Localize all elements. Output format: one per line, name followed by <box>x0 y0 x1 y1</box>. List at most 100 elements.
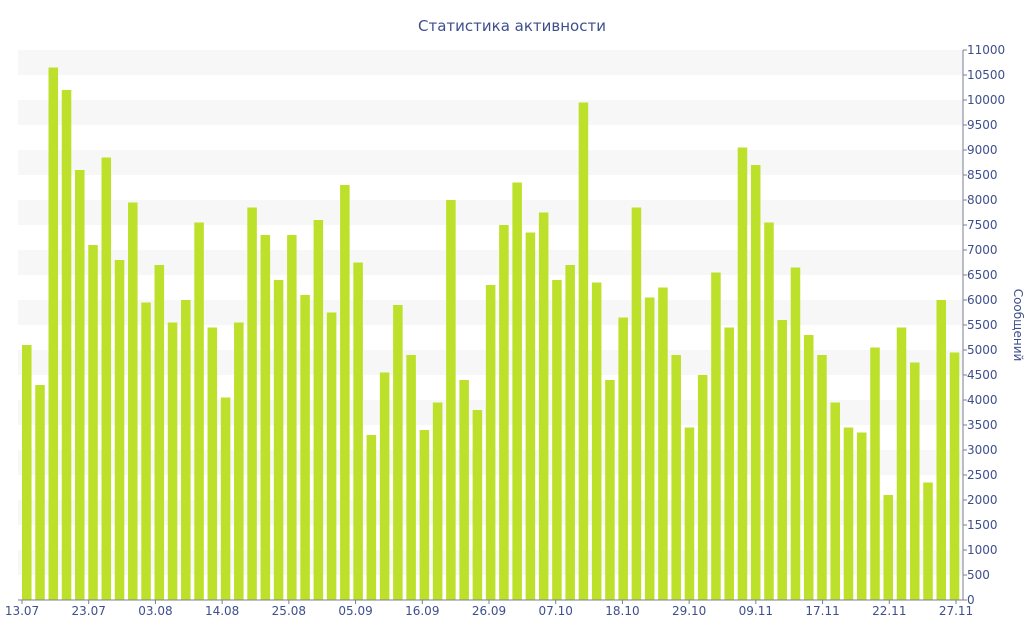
x-tick-label: 18.10 <box>605 604 639 618</box>
bar[interactable] <box>711 272 721 601</box>
bar[interactable] <box>459 380 469 600</box>
bar[interactable] <box>817 355 827 600</box>
grid-band <box>18 200 963 225</box>
bar[interactable] <box>697 375 708 600</box>
y-tick-label: 6000 <box>967 293 998 307</box>
bar[interactable] <box>446 200 456 600</box>
y-tick-label: 3500 <box>967 418 998 432</box>
bar[interactable] <box>273 280 284 600</box>
bar[interactable] <box>923 482 933 601</box>
bar[interactable] <box>949 352 960 601</box>
bar[interactable] <box>671 355 681 600</box>
x-tick-label: 29.10 <box>672 604 706 618</box>
bar[interactable] <box>194 222 204 601</box>
x-tick-label: 16.09 <box>405 604 439 618</box>
bar[interactable] <box>909 362 920 601</box>
bar[interactable] <box>48 67 59 601</box>
bar[interactable] <box>591 282 602 601</box>
bar[interactable] <box>538 212 549 601</box>
chart-title: Статистика активности <box>418 17 606 35</box>
grid-band <box>18 150 963 175</box>
bar[interactable] <box>684 427 695 601</box>
bar[interactable] <box>366 435 377 600</box>
x-tick-label: 26.09 <box>472 604 506 618</box>
bar[interactable] <box>631 207 642 601</box>
bar[interactable] <box>340 185 350 600</box>
x-tick-label: 03.08 <box>138 604 172 618</box>
x-tick-label: 25.08 <box>272 604 306 618</box>
bar[interactable] <box>300 295 310 600</box>
bar[interactable] <box>737 147 748 601</box>
bar[interactable] <box>856 432 867 601</box>
y-tick-label: 4000 <box>967 393 998 407</box>
bar[interactable] <box>313 220 324 600</box>
bar[interactable] <box>326 312 337 601</box>
bar[interactable] <box>618 317 628 601</box>
bar[interactable] <box>512 182 522 601</box>
x-tick-label: 09.11 <box>739 604 773 618</box>
y-tick-label: 11000 <box>967 43 1005 57</box>
bar[interactable] <box>220 397 231 601</box>
bar[interactable] <box>896 327 907 601</box>
bar[interactable] <box>88 245 98 600</box>
bar[interactable] <box>485 285 496 600</box>
bar[interactable] <box>61 90 72 600</box>
x-tick-label: 14.08 <box>205 604 239 618</box>
bar[interactable] <box>128 202 138 601</box>
bar[interactable] <box>565 265 575 600</box>
bar[interactable] <box>777 320 787 600</box>
bar[interactable] <box>724 327 734 601</box>
bar[interactable] <box>154 265 165 600</box>
bar[interactable] <box>750 165 761 600</box>
bar[interactable] <box>167 322 178 601</box>
bar[interactable] <box>499 225 509 600</box>
bar[interactable] <box>234 322 244 601</box>
bar[interactable] <box>114 260 125 600</box>
bar[interactable] <box>353 262 363 601</box>
bar[interactable] <box>406 355 416 600</box>
bar[interactable] <box>247 207 257 601</box>
bar[interactable] <box>379 372 390 601</box>
y-tick-label: 8000 <box>967 193 998 207</box>
bar[interactable] <box>644 297 655 601</box>
y-tick-label: 0 <box>967 593 975 607</box>
bar[interactable] <box>578 102 589 601</box>
bar[interactable] <box>764 222 774 601</box>
y-tick-label: 5500 <box>967 318 998 332</box>
bar[interactable] <box>883 495 894 600</box>
bar[interactable] <box>605 380 615 600</box>
bar[interactable] <box>181 300 191 600</box>
bar[interactable] <box>141 302 151 601</box>
grid-band <box>18 50 963 75</box>
bar[interactable] <box>843 427 854 601</box>
bar[interactable] <box>658 287 668 601</box>
bar[interactable] <box>260 235 271 600</box>
bar[interactable] <box>207 327 218 601</box>
bar[interactable] <box>35 385 45 600</box>
x-tick-label: 05.09 <box>338 604 372 618</box>
y-axis-ticks: 0 500 1000 1500 2000 2500 3000 3500 4000 4500 5000… <box>963 43 1005 607</box>
y-axis-label: Сообщений <box>1011 289 1024 362</box>
bar[interactable] <box>830 402 840 601</box>
y-tick-label: 9000 <box>967 143 998 157</box>
x-tick-label: 23.07 <box>72 604 106 618</box>
bar[interactable] <box>936 300 947 600</box>
bar[interactable] <box>287 235 297 600</box>
bar[interactable] <box>870 347 880 601</box>
bar[interactable] <box>22 345 32 600</box>
bar[interactable] <box>101 157 112 601</box>
bar[interactable] <box>790 267 801 601</box>
bar[interactable] <box>472 410 483 600</box>
bar[interactable] <box>525 232 536 601</box>
y-tick-label: 4500 <box>967 368 998 382</box>
bar[interactable] <box>75 170 85 600</box>
bar[interactable] <box>419 430 430 600</box>
bar[interactable] <box>393 305 403 600</box>
bar[interactable] <box>432 402 443 601</box>
y-tick-label: 7500 <box>967 218 998 232</box>
bar[interactable] <box>803 335 814 600</box>
grid-band <box>18 250 963 275</box>
y-tick-label: 1500 <box>967 518 998 532</box>
bar[interactable] <box>552 280 562 600</box>
